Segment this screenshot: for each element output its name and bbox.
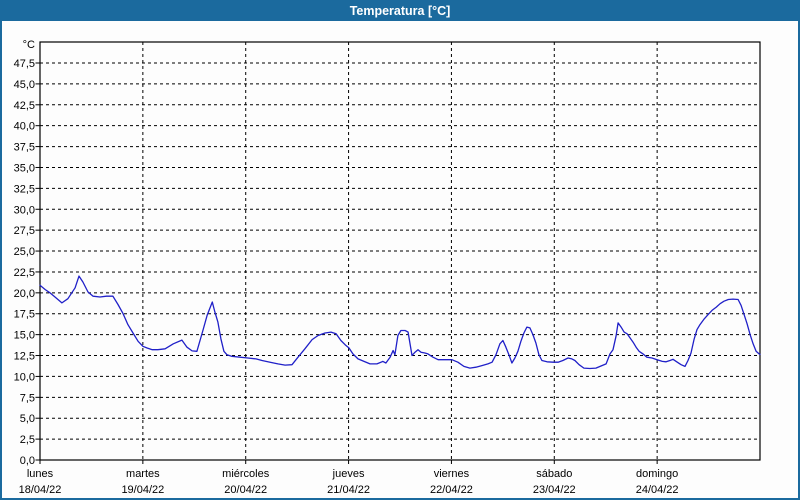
plot-border	[39, 41, 761, 461]
y-tick-label: 10,0	[14, 371, 35, 383]
y-tick-label: 42,5	[14, 100, 35, 112]
y-axis-labels: °C 0,0 2,5 5,0 7,5 10,0 12,5 15,0 17,5 20,0 22,5 25…	[14, 39, 40, 467]
plot-grid-horizontal	[40, 62, 760, 440]
x-day-name: viernes	[434, 468, 470, 480]
y-tick-label: 27,5	[14, 225, 35, 237]
y-tick-label: 45,0	[14, 79, 35, 91]
x-day-date: 20/04/22	[224, 484, 267, 496]
y-tick-label: 5,0	[20, 413, 35, 425]
x-day-date: 19/04/22	[121, 484, 164, 496]
x-day-date: 22/04/22	[430, 484, 473, 496]
x-day-name: sábado	[536, 468, 572, 480]
y-tick-label: 20,0	[14, 288, 35, 300]
y-tick-label: 7,5	[20, 392, 35, 404]
plot-grid-vertical	[142, 42, 658, 460]
y-tick-label: 22,5	[14, 267, 35, 279]
x-axis-labels: lunes 18/04/22 martes 19/04/22 miércoles 20/0…	[19, 460, 679, 496]
y-tick-label: 2,5	[20, 434, 35, 446]
x-day-name: lunes	[27, 468, 54, 480]
x-day-name: martes	[126, 468, 160, 480]
y-tick-label: 30,0	[14, 204, 35, 216]
x-day-name: miércoles	[222, 468, 270, 480]
y-tick-label: 35,0	[14, 162, 35, 174]
y-tick-label: 17,5	[14, 309, 35, 321]
y-tick-label: 37,5	[14, 142, 35, 154]
x-day-name: jueves	[332, 468, 365, 480]
y-tick-label: 32,5	[14, 183, 35, 195]
y-tick-label: 47,5	[14, 58, 35, 70]
temperature-line	[39, 275, 761, 370]
x-day-name: domingo	[636, 468, 678, 480]
y-tick-label: 25,0	[14, 246, 35, 258]
x-day-date: 24/04/22	[636, 484, 679, 496]
y-axis-unit-label: °C	[23, 39, 35, 51]
window-title: Temperatura [°C]	[349, 3, 451, 18]
title-bar: Temperatura [°C]	[0, 0, 800, 21]
y-tick-label: 40,0	[14, 121, 35, 133]
x-day-date: 18/04/22	[19, 484, 62, 496]
x-day-date: 23/04/22	[533, 484, 576, 496]
y-tick-label: 15,0	[14, 330, 35, 342]
y-tick-label: 0,0	[20, 455, 35, 467]
y-tick-label: 12,5	[14, 351, 35, 363]
x-day-date: 21/04/22	[327, 484, 370, 496]
